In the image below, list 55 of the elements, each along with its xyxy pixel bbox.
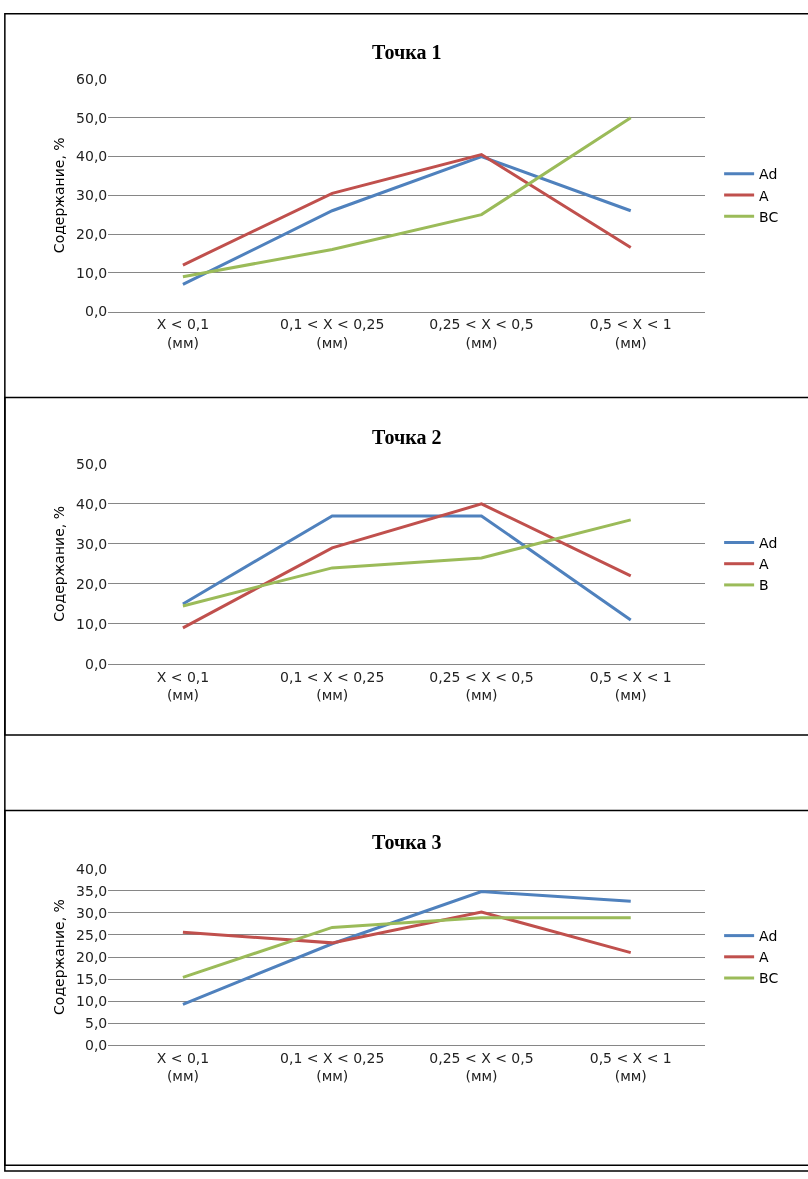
y-tick-label: 35,0 (76, 882, 108, 899)
y-tick-label: 30,0 (76, 535, 108, 552)
y-tick-label: 30,0 (76, 187, 108, 204)
legend-label: Ad (759, 166, 778, 183)
chart-title: Точка 1 (372, 41, 442, 63)
y-tick-label: 30,0 (76, 904, 108, 921)
legend-label: BC (759, 208, 779, 225)
y-tick-label: 20,0 (76, 225, 108, 242)
y-tick-label: 15,0 (76, 971, 108, 988)
legend-label: Ad (759, 928, 778, 945)
y-tick-label: 0,0 (85, 655, 108, 672)
x-tick-label: 0,1 < X < 0,25 (мм) (280, 668, 385, 703)
y-tick-label: 10,0 (76, 993, 108, 1010)
chart-title: Точка 2 (372, 426, 442, 448)
y-axis-title: Содержание, % (50, 899, 67, 1015)
x-tick-label: 0,5 < X < 1 (мм) (589, 1050, 672, 1085)
line-series (181, 502, 633, 630)
line-series (181, 910, 633, 955)
legend-label: BC (759, 970, 779, 987)
y-tick-label: 40,0 (76, 860, 108, 877)
legend-label: Ad (759, 534, 778, 551)
x-tick-label: 0,1 < X < 0,25 (мм) (280, 1050, 385, 1085)
legend-label: A (759, 556, 770, 573)
y-tick-label: 0,0 (85, 303, 108, 320)
x-tick-label: X < 0,1 (мм) (156, 316, 210, 351)
x-tick-label: 0,5 < X < 1 (мм) (589, 316, 672, 351)
legend-label: A (759, 949, 770, 966)
x-tick-label: 0,25 < X < 0,5 (мм) (429, 668, 534, 703)
y-tick-label: 20,0 (76, 575, 108, 592)
x-tick-label: 0,25 < X < 0,5 (мм) (429, 1050, 534, 1085)
y-tick-label: 10,0 (76, 264, 108, 281)
line-series (181, 153, 633, 267)
x-tick-label: X < 0,1 (мм) (156, 1050, 210, 1085)
x-tick-label: 0,1 < X < 0,25 (мм) (280, 316, 385, 351)
x-tick-label: X < 0,1 (мм) (156, 668, 210, 703)
y-tick-label: 25,0 (76, 926, 108, 943)
y-tick-label: 5,0 (85, 1015, 108, 1032)
y-tick-label: 50,0 (76, 455, 108, 472)
legend-label: B (759, 577, 769, 594)
line-series (181, 518, 633, 608)
line-series (181, 116, 633, 279)
y-tick-label: 60,0 (76, 70, 108, 87)
y-axis-title: Содержание, % (50, 137, 67, 254)
y-axis-title: Содержание, % (50, 506, 67, 622)
chart-title: Точка 3 (372, 831, 442, 853)
x-tick-label: 0,25 < X < 0,5 (мм) (429, 316, 534, 351)
y-tick-label: 40,0 (76, 495, 108, 512)
line-series (181, 890, 633, 1006)
y-tick-label: 40,0 (76, 148, 108, 165)
y-tick-label: 0,0 (85, 1037, 108, 1054)
y-tick-label: 10,0 (76, 615, 108, 632)
y-tick-label: 50,0 (76, 109, 108, 126)
legend-label: A (759, 187, 770, 204)
y-tick-label: 20,0 (76, 948, 108, 965)
x-tick-label: 0,5 < X < 1 (мм) (589, 668, 672, 703)
